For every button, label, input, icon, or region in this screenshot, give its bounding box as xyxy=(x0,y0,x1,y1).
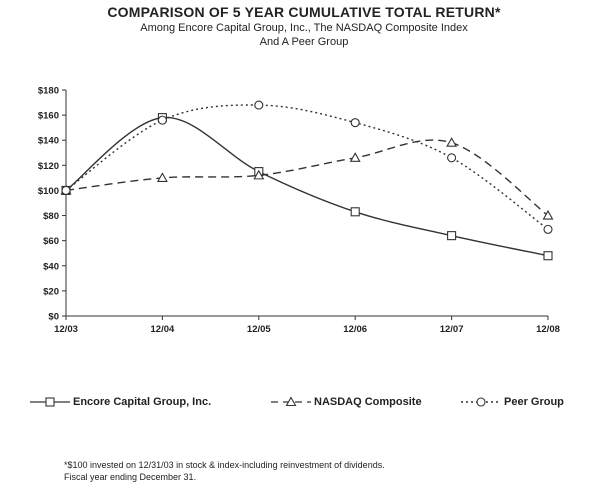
legend-label-nasdaq: NASDAQ Composite xyxy=(314,396,422,408)
chart-subtitle-line-1: Among Encore Capital Group, Inc., The NA… xyxy=(140,22,468,34)
legend-item-peer: Peer Group xyxy=(461,394,564,410)
y-tick-label: $0 xyxy=(48,312,59,323)
x-tick-label: 12/05 xyxy=(247,324,271,335)
legend-swatch-square-solid xyxy=(30,397,70,407)
line-chart: $0 $20 $40 $60 $80 $100 $120 $140 $160 $180 12/03 1… xyxy=(38,86,560,336)
footnote-investment: *$100 invested on 12/31/03 in stock & in… xyxy=(64,460,385,470)
y-tick-label: $140 xyxy=(38,136,59,147)
data-point-triangle xyxy=(542,209,554,220)
x-tick-label: 12/04 xyxy=(151,324,175,335)
legend-swatch-circle-dotted xyxy=(461,397,501,407)
data-point-square xyxy=(447,231,457,241)
legend-label-peer: Peer Group xyxy=(504,396,564,408)
y-tick-label: $120 xyxy=(38,161,59,172)
y-tick-label: $80 xyxy=(43,211,59,222)
data-point-triangle xyxy=(446,137,458,147)
data-point-square xyxy=(543,251,553,261)
data-point-circle xyxy=(254,100,264,110)
series-line-square xyxy=(65,116,549,257)
series-line-triangle xyxy=(65,139,549,217)
y-tick-label: $180 xyxy=(38,86,59,97)
x-tick-label: 12/06 xyxy=(343,324,367,335)
y-tick-label: $160 xyxy=(38,111,59,122)
legend-item-nasdaq: NASDAQ Composite xyxy=(271,394,422,410)
data-point-circle xyxy=(543,224,553,234)
data-point-triangle xyxy=(253,169,265,180)
x-tick-label: 12/03 xyxy=(54,324,78,335)
x-tick-label: 12/07 xyxy=(440,324,464,335)
series-line-circle xyxy=(65,104,549,230)
data-point-circle xyxy=(61,185,71,195)
legend-swatch-triangle-dashed xyxy=(271,396,311,407)
y-tick-label: $40 xyxy=(43,261,59,272)
data-point-triangle xyxy=(156,172,168,182)
legend-label-encore: Encore Capital Group, Inc. xyxy=(73,396,212,408)
chart-title: COMPARISON OF 5 YEAR CUMULATIVE TOTAL RE… xyxy=(107,4,501,20)
data-point-circle xyxy=(350,118,360,128)
legend-item-encore: Encore Capital Group, Inc. xyxy=(30,394,211,410)
data-point-triangle xyxy=(349,152,361,162)
data-point-square xyxy=(350,207,360,217)
chart-subtitle-line-2: And A Peer Group xyxy=(259,36,349,48)
y-tick-label: $100 xyxy=(38,186,59,197)
x-tick-label: 12/08 xyxy=(536,324,560,335)
data-point-circle xyxy=(157,115,167,125)
y-tick-label: $60 xyxy=(43,236,59,247)
footnote-fiscal-year: Fiscal year ending December 31. xyxy=(64,472,197,482)
data-point-circle xyxy=(447,153,457,163)
y-tick-label: $20 xyxy=(43,286,59,297)
